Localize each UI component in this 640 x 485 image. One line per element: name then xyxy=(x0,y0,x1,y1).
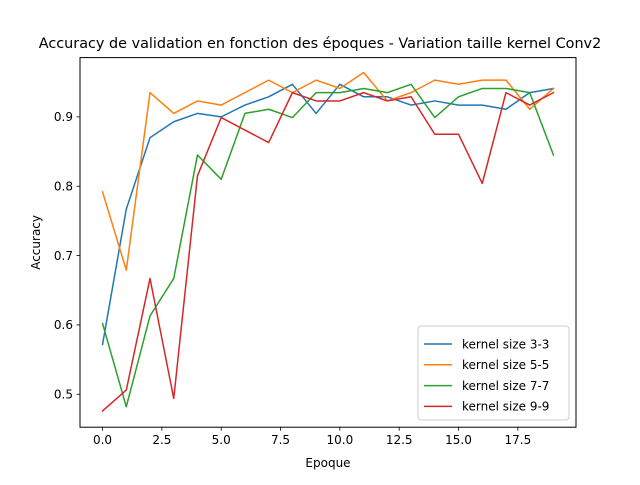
legend-label-4: kernel size 9-9 xyxy=(462,400,549,414)
y-axis-label: Accuracy xyxy=(29,215,43,270)
x-tick-label: 7.5 xyxy=(271,433,290,447)
series-line-3 xyxy=(101,83,555,408)
series-line-1 xyxy=(101,83,555,346)
chart-title: Accuracy de validation en fonction des é… xyxy=(39,36,601,52)
plot-frame xyxy=(79,57,577,428)
y-axis-ticks: 0.5 0.6 0.7 0.8 0.9 xyxy=(54,110,80,402)
x-tick-label: 0.0 xyxy=(93,433,112,447)
y-tick-label: 0.8 xyxy=(54,180,73,194)
y-tick-label: 0.9 xyxy=(54,110,73,124)
legend-label-3: kernel size 7-7 xyxy=(462,379,549,393)
x-tick-label: 10.0 xyxy=(327,433,354,447)
series-line-4 xyxy=(101,91,555,412)
x-tick-label: 17.5 xyxy=(504,433,531,447)
legend-frame xyxy=(417,325,570,421)
y-tick-label: 0.5 xyxy=(54,388,73,402)
x-tick-label: 5.0 xyxy=(212,433,231,447)
y-tick-label: 0.7 xyxy=(54,249,73,263)
y-tick-label: 0.6 xyxy=(54,318,73,332)
x-axis-label: Epoque xyxy=(305,456,350,470)
plot-lines xyxy=(101,71,555,412)
x-tick-label: 15.0 xyxy=(445,433,472,447)
x-tick-label: 2.5 xyxy=(152,433,171,447)
x-tick-label: 12.5 xyxy=(386,433,413,447)
series-line-2 xyxy=(101,71,555,271)
legend: kernel size 3-3 kernel size 5-5 kernel siz… xyxy=(417,325,570,421)
legend-items: kernel size 3-3 kernel size 5-5 kernel siz… xyxy=(424,337,549,414)
legend-label-1: kernel size 3-3 xyxy=(462,337,549,351)
legend-label-2: kernel size 5-5 xyxy=(462,358,549,372)
x-axis-ticks: 0.0 2.5 5.0 7.5 10.0 12.5 15.0 17.5 xyxy=(93,427,531,447)
